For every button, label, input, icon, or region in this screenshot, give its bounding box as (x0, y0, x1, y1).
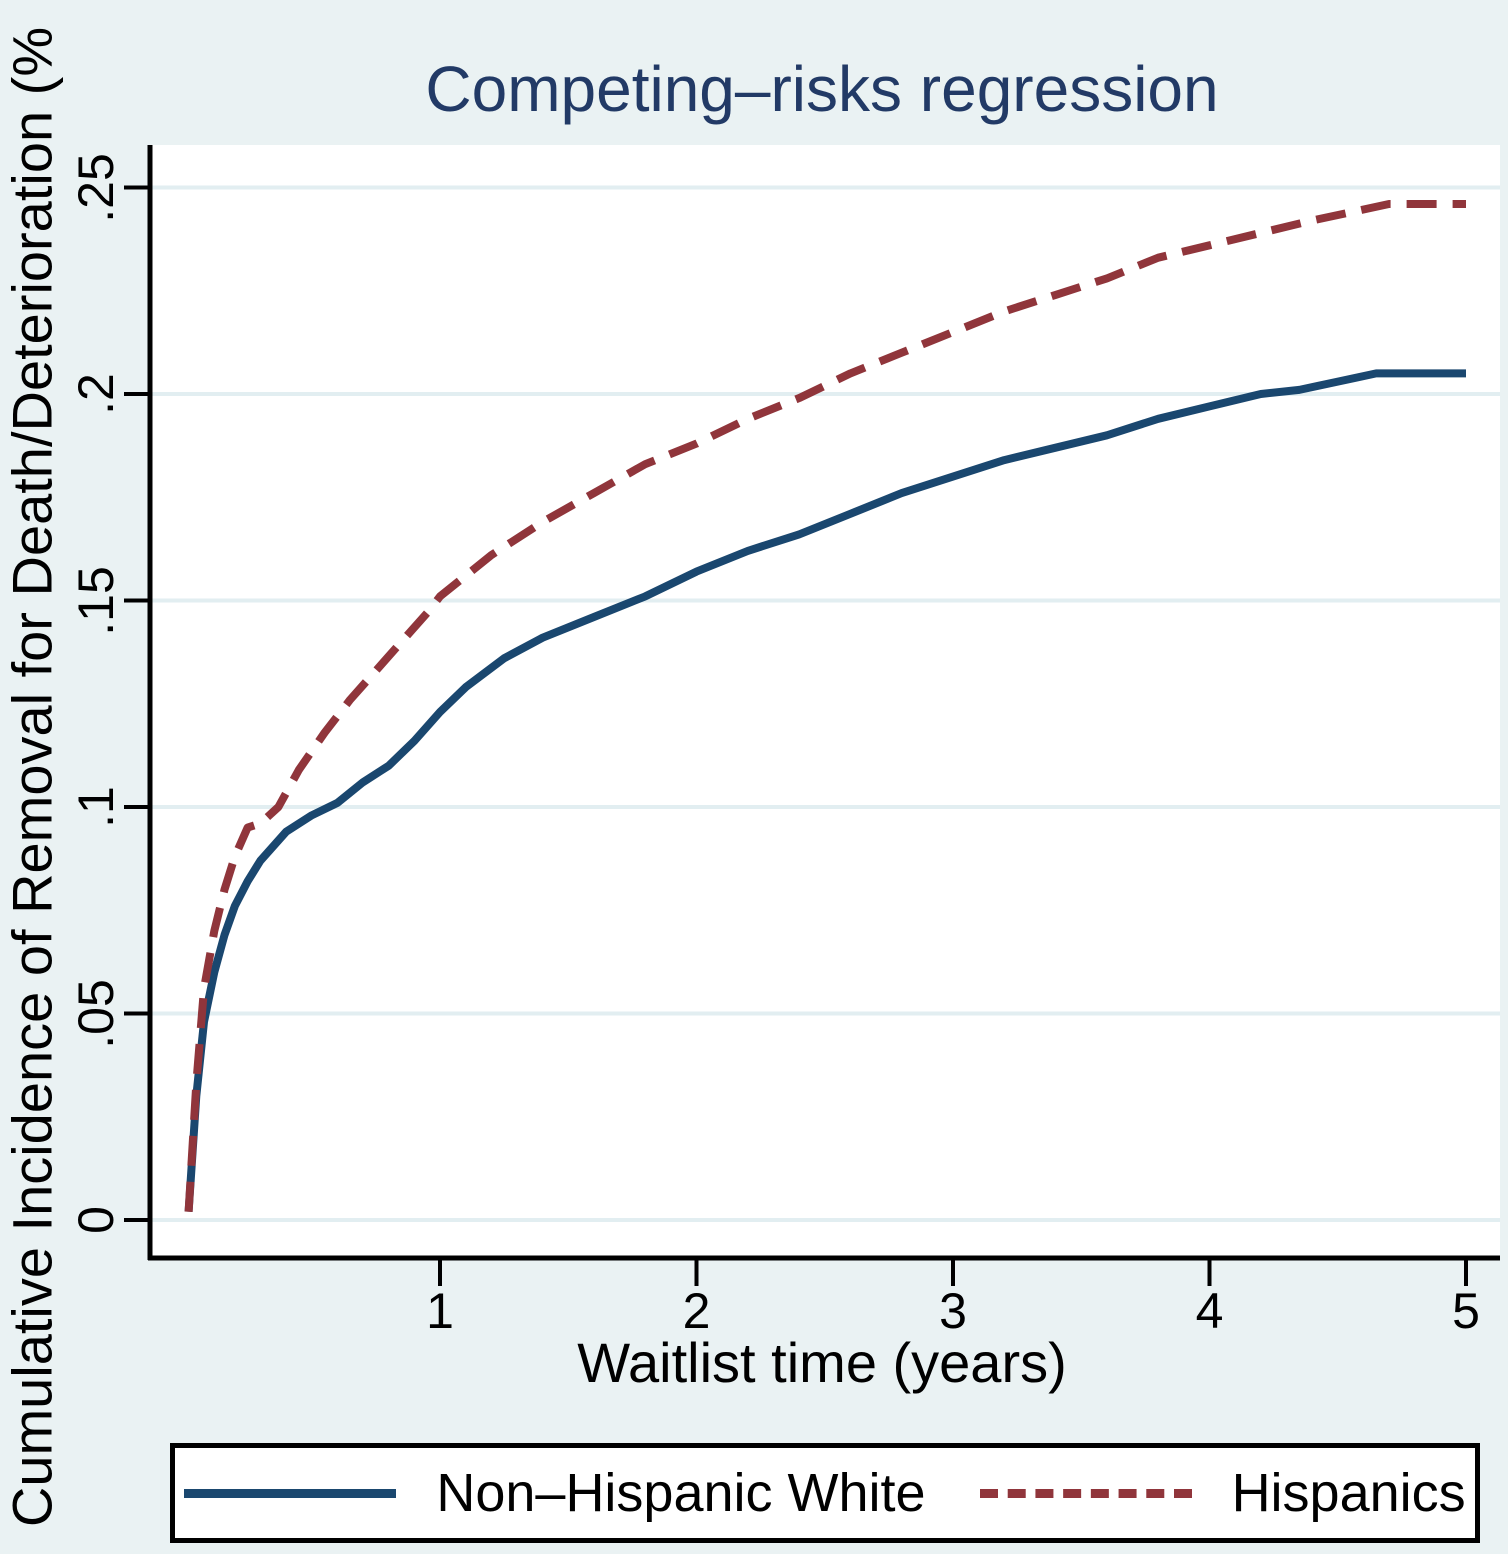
x-tick-label: 1 (426, 1283, 454, 1339)
y-tick-label: .25 (68, 152, 124, 223)
plot-area (148, 145, 1500, 1260)
series-line-non-hispanic-white (184, 369, 1466, 1212)
legend: Non–Hispanic White Hispanics (170, 1443, 1480, 1543)
x-tick-label: 2 (682, 1283, 711, 1339)
y-tick-label: .1 (68, 786, 124, 828)
y-tick-label: .15 (68, 565, 124, 636)
legend-label: Non–Hispanic White (436, 1463, 926, 1523)
legend-label: Hispanics (1231, 1463, 1466, 1523)
chart-title: Competing–risks regression (425, 53, 1219, 125)
legend-item-hispanics: Hispanics (979, 1462, 1466, 1524)
y-tick-label: .2 (68, 373, 124, 415)
x-tick-label: 3 (939, 1283, 967, 1339)
y-tick-label: 0 (68, 1206, 124, 1234)
x-tick-label: 5 (1452, 1283, 1480, 1339)
dashed-line-sample (979, 1488, 1192, 1498)
x-tick-label: 4 (1195, 1283, 1224, 1339)
y-tick-label: .05 (68, 978, 124, 1049)
solid-line-sample (184, 1488, 397, 1498)
x-axis-title: Waitlist time (years) (577, 1331, 1067, 1394)
legend-item-non-hispanic-white: Non–Hispanic White (184, 1462, 926, 1524)
series-line-hispanics (184, 200, 1466, 1212)
y-axis-title: Cumulative Incidence of Removal for Deat… (0, 26, 64, 1528)
